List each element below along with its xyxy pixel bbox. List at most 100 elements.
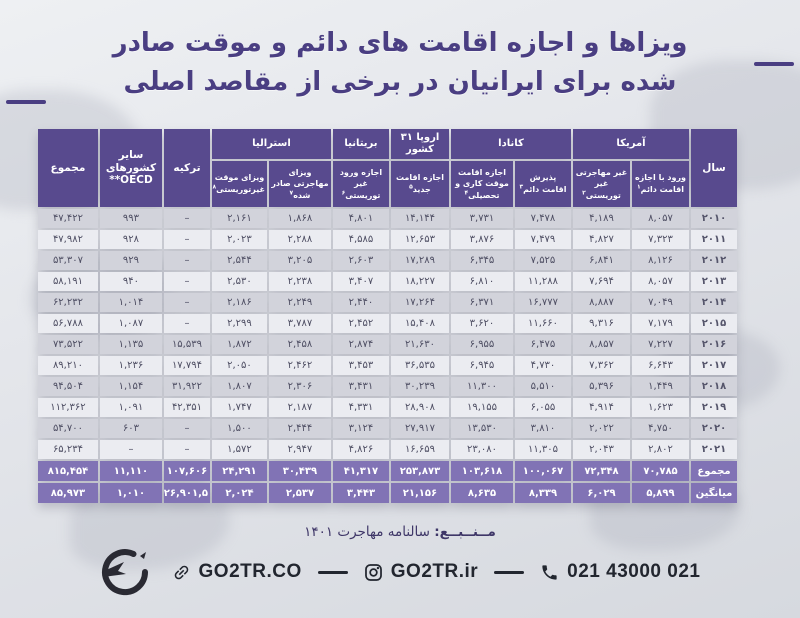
column-subheader: اجازه ورود غیر توریستی۶ bbox=[332, 161, 389, 207]
table-cell: ۵۴,۷۰۰ bbox=[37, 419, 98, 438]
column-group-header: مجموع bbox=[37, 129, 98, 207]
column-subheader-label: ویزای موقت غیرتوریستی bbox=[214, 173, 265, 194]
column-subheader-label: پذیرش اقامت دائم bbox=[523, 173, 567, 194]
footnote-marker: ۷ bbox=[289, 189, 294, 197]
column-subheader: ویزای مهاجرتی صادر شده۷ bbox=[268, 161, 331, 207]
table-cell: ۲,۶۰۳ bbox=[332, 251, 389, 270]
table-cell: ۱,۱۳۵ bbox=[99, 335, 162, 354]
column-group-header: ترکیه bbox=[163, 129, 210, 207]
table-cell: ۷,۴۷۹ bbox=[514, 230, 571, 249]
table-cell: ۳,۶۲۰ bbox=[450, 314, 513, 333]
table-cell: ۳,۷۳۱ bbox=[450, 209, 513, 228]
table-cell: ۲,۱۸۶ bbox=[211, 293, 267, 312]
table-cell: – bbox=[163, 440, 210, 459]
table-cell: ۶,۴۷۵ bbox=[514, 335, 571, 354]
column-header-label: مجموع bbox=[50, 161, 86, 174]
phone-item: 021 43000 021 bbox=[540, 561, 700, 583]
table-cell: ۱۰۰,۰۶۷ bbox=[514, 461, 571, 481]
table-cell: ۳,۱۲۴ bbox=[332, 419, 389, 438]
table-cell: ۸,۶۳۵ bbox=[450, 483, 513, 503]
table-cell: ۶,۶۴۳ bbox=[632, 356, 689, 375]
column-subheader: غیر مهاجرتی غیر توریستی۲ bbox=[572, 161, 630, 207]
table-cell: ۴,۸۲۶ bbox=[332, 440, 389, 459]
table-row: ۲۰۲۱ ۲,۸۰۲ ۲,۰۴۳ ۱۱,۳۰۵ ۲۳,۰۸۰ ۱۶,۶۵۹ ۴,۸۲۶ ۲,۹… bbox=[37, 440, 737, 459]
table-cell: ۴,۸۰۱ bbox=[332, 209, 389, 228]
total-row: مجموع ۷۰,۷۸۵ ۷۲,۳۴۸ ۱۰۰,۰۶۷ ۱۰۳,۶۱۸ ۲۵۳,۸۷۳ ۴۱… bbox=[37, 461, 737, 481]
table-cell: – bbox=[99, 440, 162, 459]
table-cell: ۲۵۳,۸۷۳ bbox=[390, 461, 449, 481]
instagram-link[interactable]: GO2TR.ir bbox=[390, 561, 479, 582]
table-cell: ۱۱,۲۸۸ bbox=[514, 272, 571, 291]
footnote-marker: ۱ bbox=[637, 183, 641, 191]
row-label: مجموع bbox=[691, 461, 737, 481]
average-row: میانگین ۵,۸۹۹ ۶,۰۲۹ ۸,۳۳۹ ۸,۶۳۵ ۲۱,۱۵۶ ۳,۴۴۳ ۲,… bbox=[37, 483, 737, 503]
table-cell: ۹۲۸ bbox=[99, 230, 162, 249]
row-year: ۲۰۱۳ bbox=[691, 272, 737, 291]
table-cell: ۱۵,۴۰۸ bbox=[390, 314, 449, 333]
table-cell: ۸۹,۲۱۰ bbox=[37, 356, 98, 375]
column-subheader-label: غیر مهاجرتی غیر توریستی bbox=[575, 167, 628, 200]
table-cell: ۶,۰۵۵ bbox=[514, 398, 571, 417]
table-cell: ۷,۶۹۴ bbox=[572, 272, 630, 291]
table-cell: ۳,۴۳۱ bbox=[332, 377, 389, 396]
table-cell: ۱,۰۱۴ bbox=[99, 293, 162, 312]
table-cell: ۱,۰۹۱ bbox=[99, 398, 162, 417]
table-cell: ۱,۴۴۹ bbox=[632, 377, 689, 396]
table-cell: ۳,۴۵۳ bbox=[332, 356, 389, 375]
table-cell: ۳,۲۰۵ bbox=[268, 251, 331, 270]
table-row: ۲۰۱۶ ۷,۲۲۷ ۸,۸۵۷ ۶,۴۷۵ ۶,۹۵۵ ۲۱,۶۳۰ ۲,۸۷۴ ۲,۴۵۸… bbox=[37, 335, 737, 354]
phone-icon bbox=[542, 564, 557, 580]
table-cell: ۱۷,۲۶۴ bbox=[390, 293, 449, 312]
table-cell: ۳,۴۰۷ bbox=[332, 272, 389, 291]
table-cell: ۸,۱۲۶ bbox=[632, 251, 689, 270]
table-cell: ۲,۰۲۳ bbox=[211, 230, 267, 249]
title-accent-line-right bbox=[754, 62, 794, 66]
table-cell: ۹۲۹ bbox=[99, 251, 162, 270]
table-cell: ۳,۴۴۳ bbox=[332, 483, 389, 503]
table-cell: ۱,۵۰۰ bbox=[211, 419, 267, 438]
table-cell: ۴,۵۸۵ bbox=[332, 230, 389, 249]
table-cell: ۵۶,۷۸۸ bbox=[37, 314, 98, 333]
source-line: مــنــبــع: سالنامه مهاجرت ۱۴۰۱ bbox=[0, 524, 800, 540]
go2tr-logo bbox=[101, 549, 148, 596]
table-cell: ۴,۷۵۰ bbox=[632, 419, 689, 438]
table-row: ۲۰۱۱ ۷,۳۲۳ ۴,۸۲۷ ۷,۴۷۹ ۳,۸۷۶ ۱۲,۶۵۳ ۴,۵۸۵ ۲,۲۸۸… bbox=[37, 230, 737, 249]
table-cell: ۲,۰۲۲ bbox=[572, 419, 630, 438]
table-cell: ۹۹۳ bbox=[99, 209, 162, 228]
table-row: ۲۰۱۳ ۸,۰۵۷ ۷,۶۹۴ ۱۱,۲۸۸ ۶,۸۱۰ ۱۸,۲۲۷ ۳,۴۰۷ ۲,۲۳… bbox=[37, 272, 737, 291]
table-cell: ۱,۸۰۷ bbox=[211, 377, 267, 396]
table-cell: ۱,۷۴۷ bbox=[211, 398, 267, 417]
instagram-icon bbox=[364, 563, 382, 581]
source-label: مــنــبــع: bbox=[434, 524, 496, 540]
source-text: سالنامه مهاجرت ۱۴۰۱ bbox=[304, 524, 430, 540]
table-cell: ۸۱۵,۴۵۴ bbox=[37, 461, 98, 481]
table-cell: – bbox=[163, 419, 210, 438]
table-cell: ۷۰,۷۸۵ bbox=[632, 461, 689, 481]
table-cell: ۷,۱۷۹ bbox=[632, 314, 689, 333]
table-cell: ۷,۲۲۷ bbox=[632, 335, 689, 354]
footer-divider bbox=[317, 570, 348, 574]
table-cell: ۴,۱۸۹ bbox=[572, 209, 630, 228]
table-cell: ۱۱,۳۰۵ bbox=[514, 440, 571, 459]
table-cell: ۱۵,۵۳۹ bbox=[163, 335, 210, 354]
table-cell: ۵,۳۹۶ bbox=[572, 377, 630, 396]
table-row: ۲۰۱۹ ۱,۶۲۳ ۴,۹۱۴ ۶,۰۵۵ ۱۹,۱۵۵ ۲۸,۹۰۸ ۴,۳۳۱ ۲,۱۸… bbox=[37, 398, 737, 417]
table-cell: ۳,۸۱۰ bbox=[514, 419, 571, 438]
row-year: ۲۰۱۹ bbox=[691, 398, 737, 417]
title-line-2: شده برای ایرانیان در برخی از مقاصد اصلی bbox=[123, 67, 677, 97]
header-group-row: سال آمریکا کانادا اروپا ۳۱ کشور بریتانیا استر… bbox=[37, 129, 737, 207]
phone-number[interactable]: 021 43000 021 bbox=[567, 561, 701, 582]
column-subheader-label: اجازه ورود غیر توریستی bbox=[339, 167, 383, 200]
table-cell: – bbox=[163, 272, 210, 291]
table-cell: ۴۷,۴۲۲ bbox=[37, 209, 98, 228]
table-row: ۲۰۱۴ ۷,۰۴۹ ۸,۸۸۷ ۱۶,۷۷۷ ۶,۳۷۱ ۱۷,۲۶۴ ۲,۴۴۰ ۲,۲۴… bbox=[37, 293, 737, 312]
website-link[interactable]: GO2TR.CO bbox=[198, 561, 302, 582]
row-year: ۲۰۲۰ bbox=[691, 419, 737, 438]
column-subheader: پذیرش اقامت دائم۳ bbox=[514, 161, 571, 207]
column-subheader-label: ورود با اجازه اقامت دائم bbox=[634, 173, 687, 194]
table-cell: ۹,۳۱۶ bbox=[572, 314, 630, 333]
table-cell: ۹۴,۵۰۴ bbox=[37, 377, 98, 396]
table-cell: ۴۲,۳۵۱ bbox=[163, 398, 210, 417]
table-cell: ۳۱,۹۲۲ bbox=[163, 377, 210, 396]
table-cell: ۱۳,۵۳۰ bbox=[450, 419, 513, 438]
